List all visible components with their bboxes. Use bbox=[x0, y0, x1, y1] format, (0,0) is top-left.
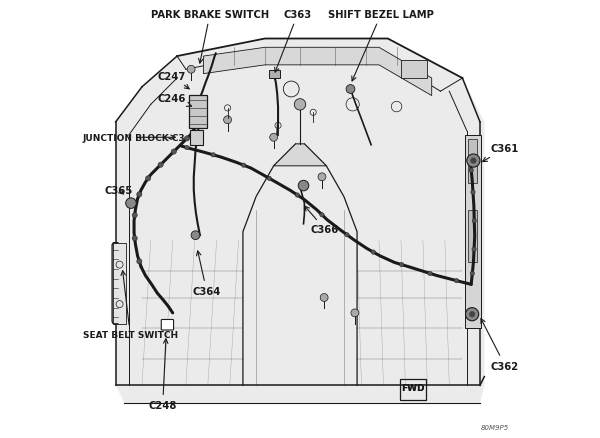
Circle shape bbox=[469, 311, 475, 318]
Text: C363: C363 bbox=[275, 10, 312, 73]
Circle shape bbox=[145, 176, 151, 182]
Bar bbox=[190, 95, 207, 128]
Circle shape bbox=[137, 259, 142, 264]
Circle shape bbox=[132, 213, 137, 218]
Text: C247: C247 bbox=[157, 72, 189, 90]
Circle shape bbox=[320, 294, 328, 302]
Circle shape bbox=[191, 231, 200, 240]
Circle shape bbox=[187, 66, 195, 74]
Circle shape bbox=[469, 169, 473, 173]
Text: C246: C246 bbox=[157, 94, 191, 107]
Text: SEAT BELT SWITCH: SEAT BELT SWITCH bbox=[83, 271, 178, 339]
Text: JUNCTION BLOCK-C3: JUNCTION BLOCK-C3 bbox=[83, 134, 185, 142]
Text: SHIFT BEZEL LAMP: SHIFT BEZEL LAMP bbox=[328, 10, 434, 82]
Circle shape bbox=[270, 134, 278, 142]
Circle shape bbox=[400, 263, 404, 267]
Circle shape bbox=[126, 198, 136, 209]
Circle shape bbox=[320, 213, 324, 218]
Circle shape bbox=[470, 272, 475, 276]
Circle shape bbox=[294, 99, 306, 111]
Text: C366: C366 bbox=[305, 207, 339, 235]
Polygon shape bbox=[116, 39, 484, 403]
Circle shape bbox=[171, 149, 176, 155]
Bar bbox=[400, 379, 427, 400]
Bar bbox=[113, 243, 126, 324]
Circle shape bbox=[345, 233, 349, 237]
Bar bbox=[464, 136, 481, 328]
Text: C365: C365 bbox=[104, 186, 133, 195]
Polygon shape bbox=[274, 145, 326, 166]
Circle shape bbox=[351, 309, 359, 317]
Circle shape bbox=[224, 117, 232, 124]
Circle shape bbox=[467, 155, 480, 168]
Text: FWD: FWD bbox=[401, 383, 425, 392]
Text: FWD: FWD bbox=[401, 383, 425, 392]
Circle shape bbox=[472, 219, 476, 223]
Circle shape bbox=[158, 162, 163, 168]
Circle shape bbox=[132, 236, 137, 241]
Circle shape bbox=[471, 191, 475, 195]
Circle shape bbox=[137, 192, 142, 198]
Polygon shape bbox=[203, 48, 431, 96]
Text: C362: C362 bbox=[481, 319, 519, 371]
Circle shape bbox=[428, 272, 432, 276]
Circle shape bbox=[241, 164, 246, 168]
Circle shape bbox=[295, 194, 299, 198]
Circle shape bbox=[211, 153, 215, 158]
Circle shape bbox=[466, 308, 479, 321]
Bar bbox=[190, 131, 203, 146]
Text: C364: C364 bbox=[193, 251, 221, 296]
Circle shape bbox=[184, 137, 190, 142]
Bar bbox=[467, 210, 478, 263]
Circle shape bbox=[298, 181, 309, 191]
Text: C248: C248 bbox=[149, 339, 177, 410]
Circle shape bbox=[454, 279, 458, 283]
Circle shape bbox=[185, 146, 189, 151]
Text: 80M9P5: 80M9P5 bbox=[480, 424, 509, 430]
Bar bbox=[269, 71, 280, 79]
Circle shape bbox=[472, 247, 476, 252]
Circle shape bbox=[318, 173, 326, 181]
Circle shape bbox=[346, 85, 355, 94]
Bar bbox=[401, 61, 427, 79]
Circle shape bbox=[267, 177, 271, 181]
Bar bbox=[467, 140, 478, 184]
Circle shape bbox=[470, 158, 476, 164]
Circle shape bbox=[193, 124, 199, 129]
Text: C361: C361 bbox=[482, 144, 520, 162]
Text: PARK BRAKE SWITCH: PARK BRAKE SWITCH bbox=[151, 10, 269, 64]
Circle shape bbox=[371, 251, 376, 255]
FancyBboxPatch shape bbox=[161, 320, 173, 330]
